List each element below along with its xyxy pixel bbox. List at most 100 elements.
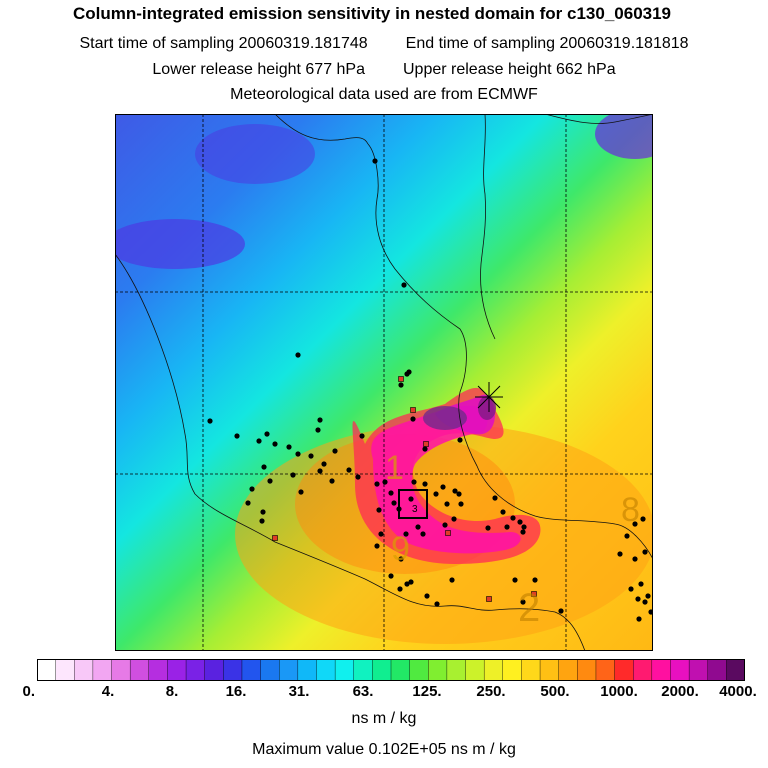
emission-point-marker [420,531,426,537]
colorbar-tick-label: 2000. [661,683,699,700]
emission-point-marker [267,478,273,484]
contour-label: 8 [621,491,640,529]
emission-point-marker [359,433,365,439]
emission-point-marker [355,474,361,480]
colorbar-cell [148,659,169,681]
release-box [398,489,428,519]
emission-point-marker [415,524,421,530]
emission-point-marker [434,601,440,607]
colorbar-tick-label: 4000. [719,683,757,700]
colorbar-cell [129,659,150,681]
coastline [115,253,586,651]
colorbar-cell [502,659,523,681]
emission-point-marker [617,551,623,557]
sampling-times: Start time of sampling 20060319.181748 En… [0,35,768,53]
plume-peak [423,406,467,430]
emission-point-marker [317,468,323,474]
emission-point-marker [485,525,491,531]
plume-peak [478,396,496,420]
colorbar-units: ns m / kg [351,710,417,727]
emission-point-marker [624,533,630,539]
emission-point-marker [558,608,564,614]
contour-label: 9 [391,530,410,568]
colorbar-cell [446,659,467,681]
colorbar-cell [707,659,728,681]
colorbar-cell [577,659,597,681]
emission-point-marker [261,464,267,470]
emission-point-marker [317,417,323,423]
emission-point-marker [398,382,404,388]
colorbar-cell [297,659,318,681]
receptor-star-icon [475,382,503,412]
colorbar-cell [223,659,243,681]
emission-point-marker [374,481,380,487]
emission-point-marker-highlighted [445,530,451,536]
colorbar-tick-label: 500. [540,683,570,700]
emission-point-marker [272,441,278,447]
colorbar-cell [334,659,355,681]
emission-point-marker-highlighted [486,596,492,602]
colorbar [37,659,745,681]
map-frame [115,114,653,651]
emission-point-marker [397,586,403,592]
low-sensitivity-patch [595,114,653,159]
colorbar-cell [279,659,299,681]
emission-point-marker [640,516,646,522]
emission-point-marker [504,524,510,530]
emission-point-marker [442,522,448,528]
colorbar-cell [167,659,187,681]
colorbar-cell [465,659,485,681]
emission-point-marker [374,543,380,549]
colorbar-cell [111,659,131,681]
colorbar-cell [483,659,504,681]
emission-point-marker [256,438,262,444]
start-time-label: Start time of sampling 20060319.181748 [79,35,368,52]
emission-point-marker [378,531,384,537]
emission-point-marker [457,437,463,443]
colorbar-cell [353,659,374,681]
end-time-label: End time of sampling 20060319.181818 [405,35,689,52]
emission-points [207,158,653,622]
coastline [367,143,653,560]
emission-point-marker [632,521,638,527]
colorbar-tick-label: 0. [22,683,36,700]
emission-point-marker [492,495,498,501]
emission-point-marker [636,616,642,622]
emission-point-marker [286,444,292,450]
contour-label: 1 [385,449,404,487]
colorbar-cell [204,659,225,681]
colorbar-cell [558,659,579,681]
colorbar-cell [688,659,709,681]
emission-point-marker [645,593,651,599]
emission-point-marker [433,491,439,497]
colorbar-tick-label: 16. [225,683,247,700]
emission-point-marker [411,479,417,485]
colorbar-cell [726,659,745,681]
upper-release-label: Upper release height 662 hPa [403,61,616,78]
emission-point-marker [512,577,518,583]
colorbar-cell [539,659,560,681]
emission-point-marker [290,472,296,478]
coastline [544,114,653,124]
colorbar-cell [595,659,616,681]
emission-point-marker [520,599,526,605]
colorbar-cell [614,659,634,681]
emission-point-marker [398,556,404,562]
emission-point-marker [440,484,446,490]
sensitivity-map: 1 9 2 8 3 [115,114,653,651]
contour-label: 3 [412,504,418,515]
emission-point-marker [638,581,644,587]
emission-point-marker [401,282,407,288]
emission-point-marker [648,609,653,615]
colorbar-cell [521,659,541,681]
emission-point-marker [332,448,338,454]
emission-point-marker [451,516,457,522]
coastline [480,114,496,340]
emission-point-marker [234,433,240,439]
colorbar-cell [428,659,448,681]
colorbar-cell [74,659,94,681]
colorbar-cell [92,659,113,681]
emission-point-marker [642,549,648,555]
met-data-label: Meteorological data used are from ECMWF [230,86,538,103]
colorbar-tick-label: 8. [165,683,179,700]
